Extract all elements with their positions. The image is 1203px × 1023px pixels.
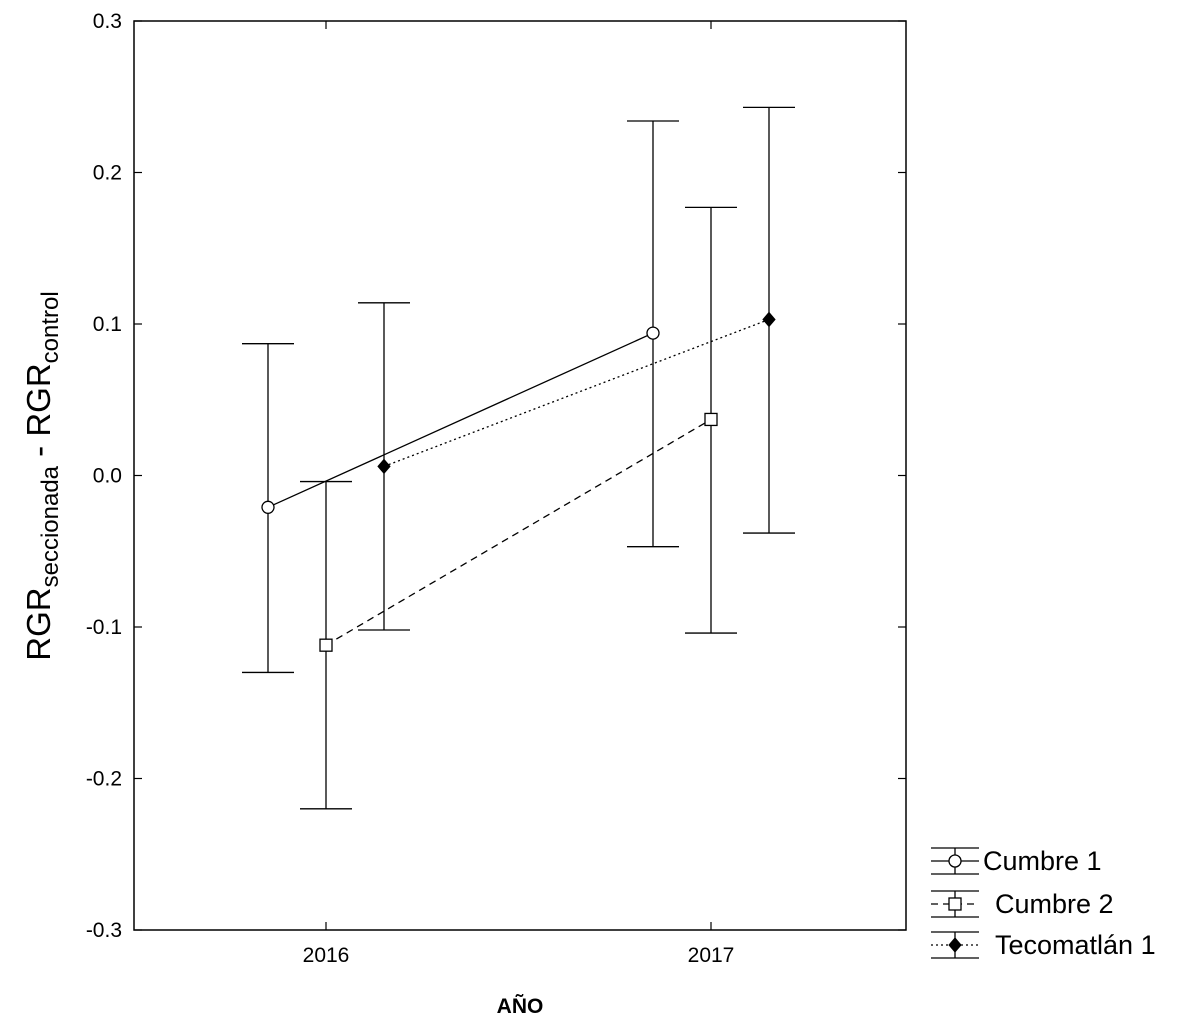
y-axis-title-main1: RGR	[20, 587, 57, 660]
tick-marks: -0.3 -0.2 -0.1 0.0 0.1 0.2 0.3 2016 2017	[86, 10, 906, 967]
data-point	[762, 311, 776, 328]
y-axis-title-main2: RGR	[20, 363, 57, 436]
y-axis-title-sub1: seccionada	[37, 465, 64, 587]
data-point	[704, 412, 718, 427]
y-tick-label: -0.3	[86, 919, 122, 942]
legend-label: Cumbre 2	[995, 889, 1114, 919]
plot-frame	[133, 20, 907, 931]
legend-marker	[948, 897, 962, 911]
series-line	[325, 418, 712, 646]
x-tick-label: 2017	[688, 944, 735, 967]
data-point	[261, 500, 275, 514]
legend-item: Cumbre 1	[931, 846, 1102, 876]
legend-label: Cumbre 1	[983, 846, 1102, 876]
y-axis-title-sub2: control	[37, 291, 64, 363]
series-layer	[242, 106, 795, 810]
legend: Cumbre 1 Cumbre 2 Tecomatlán 1	[931, 846, 1156, 960]
data-point	[377, 458, 391, 475]
legend-marker	[948, 854, 962, 868]
series-0	[242, 120, 679, 674]
series-line	[383, 318, 770, 468]
series-1	[300, 206, 737, 810]
y-tick-label: 0.0	[93, 465, 122, 488]
x-axis-title: AÑO	[497, 995, 544, 1018]
data-point	[646, 326, 660, 340]
series-line	[267, 332, 654, 508]
data-point	[319, 638, 333, 652]
y-tick-label: -0.2	[86, 768, 122, 791]
y-tick-label: 0.2	[93, 162, 122, 185]
y-tick-label: 0.3	[93, 10, 122, 33]
legend-label: Tecomatlán 1	[995, 930, 1156, 960]
legend-item: Tecomatlán 1	[931, 930, 1156, 960]
series-2	[358, 106, 795, 631]
y-tick-label: -0.1	[86, 616, 122, 639]
y-axis-title-sep: -	[20, 437, 57, 466]
legend-marker	[948, 937, 962, 953]
y-tick-label: 0.1	[93, 313, 122, 336]
y-axis-title: RGRseccionada - RGRcontrol	[20, 291, 64, 660]
x-tick-label: 2016	[303, 944, 350, 967]
legend-item: Cumbre 2	[931, 889, 1114, 919]
